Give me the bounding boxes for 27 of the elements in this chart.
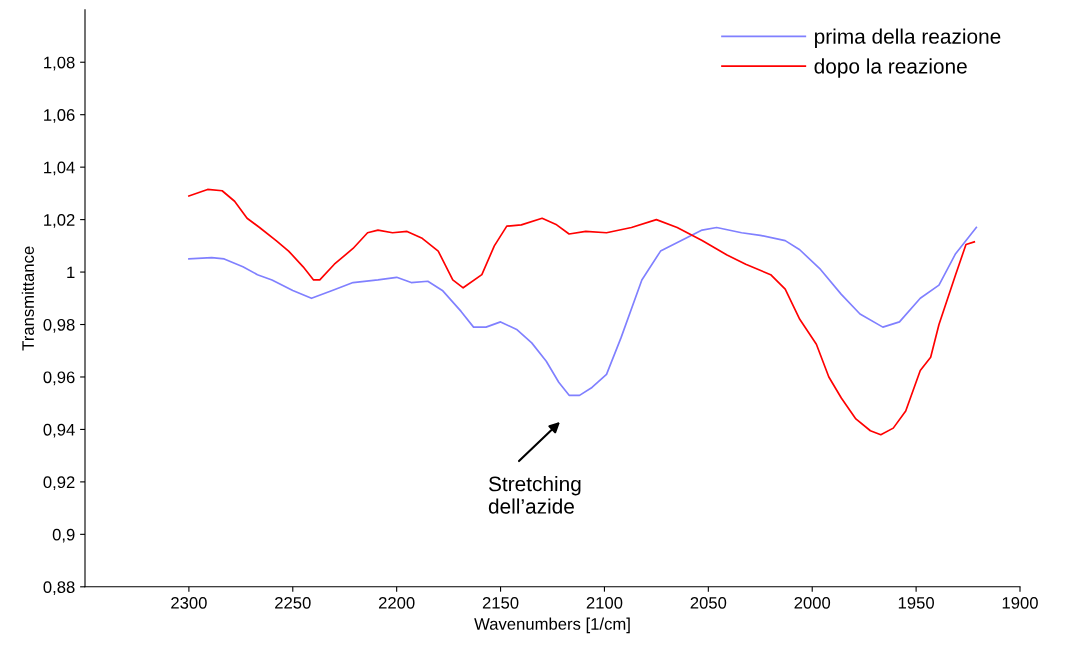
y-tick-label: 0,9 <box>52 528 75 543</box>
y-tick-label: 0,98 <box>43 318 75 333</box>
y-tick-label: 1,06 <box>44 109 75 123</box>
x-tick-label: 2150 <box>482 596 519 609</box>
x-axis-title: Wavenumbers [1/cm] <box>474 617 630 634</box>
y-tick-label: 1,02 <box>44 214 75 228</box>
annotation: Stretching dell’azide <box>488 476 581 514</box>
x-tick-label: 2300 <box>171 596 207 609</box>
y-tick-label: 0,96 <box>43 371 75 386</box>
x-tick-label: 2200 <box>378 596 415 609</box>
y-tick-label: 1,04 <box>44 161 75 176</box>
y-tick-label: 0,92 <box>43 476 75 491</box>
x-tick-label: 1950 <box>898 596 934 609</box>
line-series <box>188 226 978 397</box>
y-tick-label: 1,08 <box>44 56 75 71</box>
y-tick-label: 1 <box>67 266 75 279</box>
legend-label: dopo la reazione <box>814 58 967 78</box>
y-tick-label: 0,94 <box>43 423 75 438</box>
x-tick-label: 2250 <box>275 596 311 609</box>
legend-label: prima della reazione <box>815 28 1001 48</box>
y-axis-title: Transmittance <box>21 246 34 351</box>
x-tick-label: 2100 <box>586 596 623 609</box>
line-series <box>188 188 976 436</box>
y-tick-label: 0,88 <box>43 581 75 595</box>
x-tick-label: 2050 <box>690 596 727 609</box>
x-tick-label: 1900 <box>1002 596 1038 609</box>
x-tick-label: 2000 <box>794 596 831 609</box>
